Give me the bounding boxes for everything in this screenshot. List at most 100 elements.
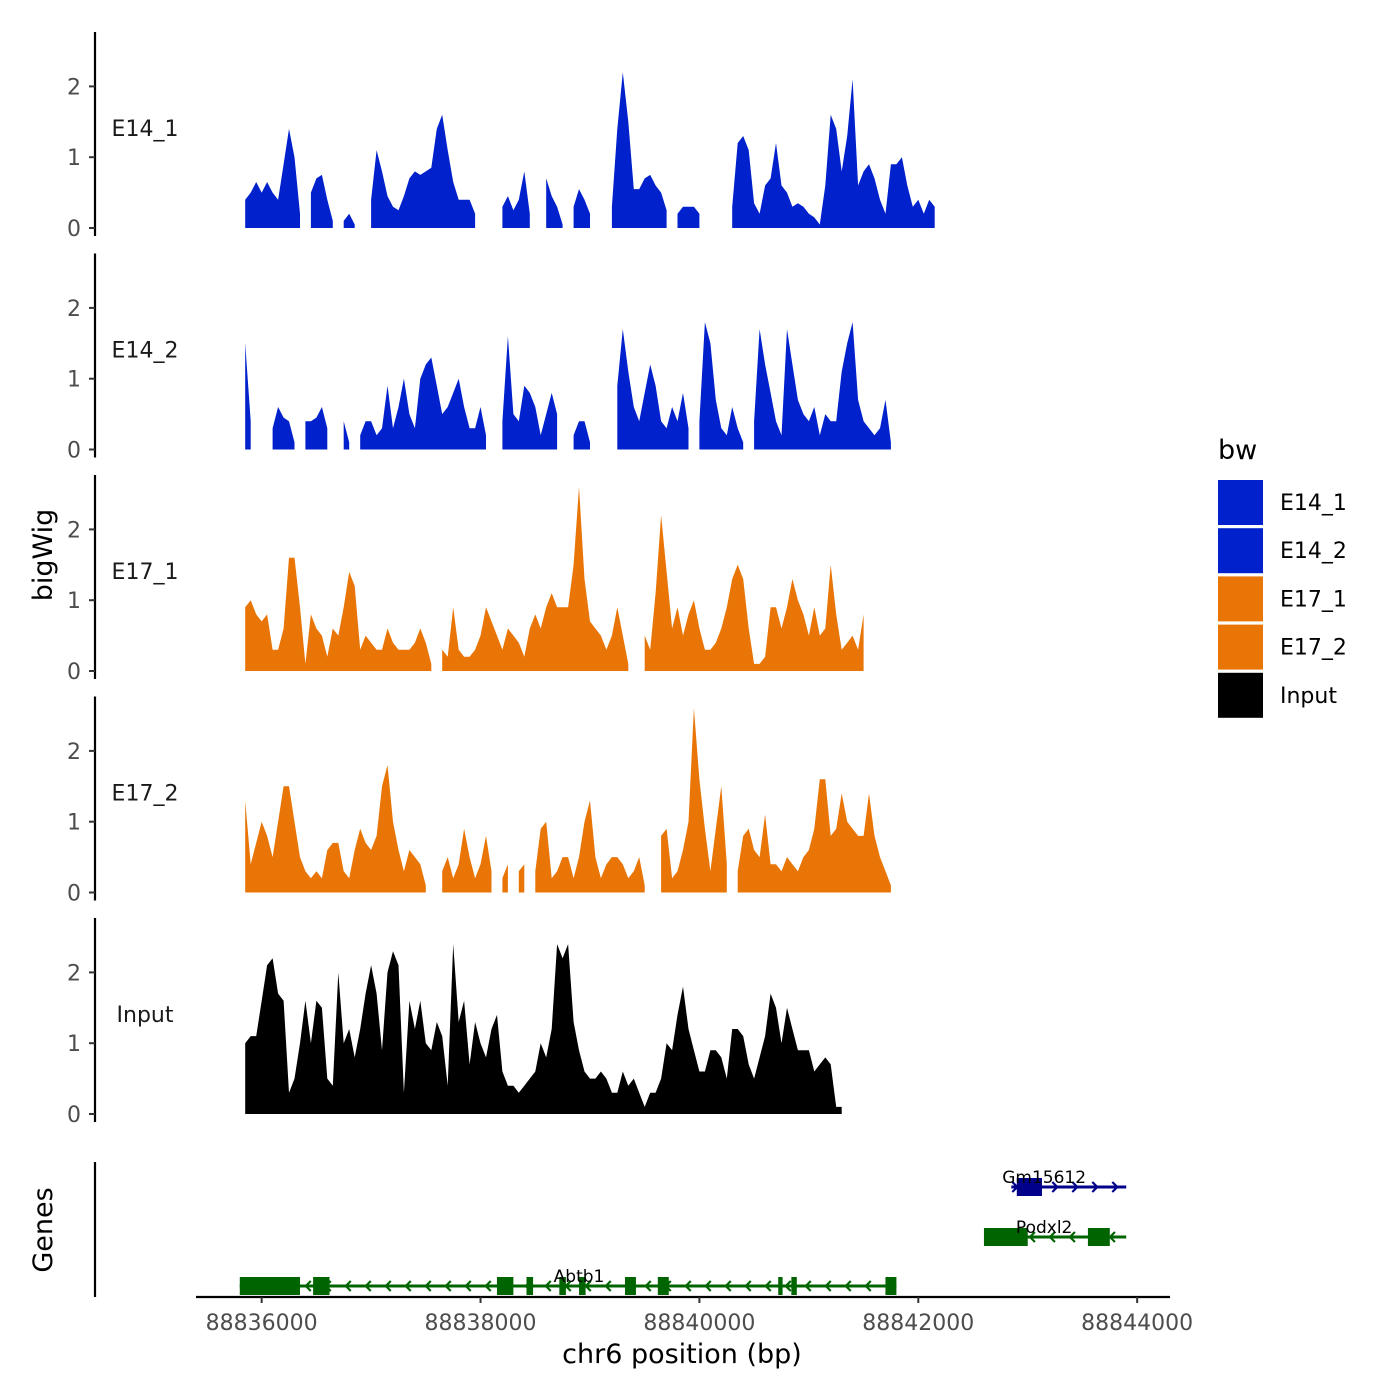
coverage-area — [699, 322, 744, 450]
coverage-area — [611, 72, 667, 228]
x-tick-label: 88838000 — [425, 1311, 537, 1336]
coverage-area — [732, 79, 935, 228]
track-label: Input — [117, 1003, 174, 1028]
coverage-area — [245, 128, 300, 228]
gene-label: Abtb1 — [554, 1267, 605, 1287]
strand-arrow — [844, 1280, 852, 1292]
legend: bw E14_1 E14_2 E17_1 E17_2 Input — [1218, 435, 1347, 718]
exon — [885, 1277, 897, 1295]
y-tick-label: 1 — [67, 146, 81, 171]
x-tick-label: 88836000 — [206, 1311, 318, 1336]
y-tick-label: 0 — [67, 439, 81, 464]
strand-arrow — [344, 1280, 352, 1292]
y-tick-label: 0 — [67, 882, 81, 907]
legend-label: E17_1 — [1280, 587, 1347, 612]
strand-arrow — [444, 1280, 452, 1292]
strand-arrow — [1091, 1181, 1099, 1193]
strand-arrow — [644, 1280, 652, 1292]
legend-swatch — [1218, 576, 1263, 622]
legend-title: bw — [1218, 435, 1257, 466]
strand-arrow — [1051, 1181, 1059, 1193]
coverage-area — [245, 944, 842, 1114]
coverage-area — [502, 864, 508, 893]
strand-arrow — [724, 1280, 732, 1292]
exon — [239, 1277, 300, 1295]
strand-arrow — [404, 1280, 412, 1292]
y-tick-label: 0 — [67, 217, 81, 242]
strand-arrow — [464, 1280, 472, 1292]
strand-arrow — [704, 1280, 712, 1292]
gene-label: Podxl2 — [1016, 1218, 1072, 1238]
legend-label: E17_2 — [1280, 636, 1347, 661]
coverage-area — [305, 407, 328, 450]
strand-arrow — [584, 1280, 592, 1292]
strand-arrow — [744, 1280, 752, 1292]
coverage-area — [535, 800, 645, 893]
coverage-area — [343, 421, 350, 450]
coverage-area — [573, 189, 590, 228]
coverage-area — [502, 336, 558, 450]
y-tick-label: 1 — [67, 368, 81, 393]
track-e17_2: 0 1 2 E17_2 — [67, 696, 891, 907]
coverage-area — [518, 864, 525, 893]
strand-arrow — [384, 1280, 392, 1292]
exon — [496, 1277, 514, 1295]
exon — [579, 1277, 586, 1295]
strand-arrow — [1048, 1231, 1056, 1243]
track-e14_1: 0 1 2 E14_1 — [67, 32, 935, 242]
exon — [657, 1277, 669, 1295]
exon — [778, 1277, 783, 1295]
coverage-area — [573, 421, 590, 450]
coverage-area — [617, 329, 689, 450]
x-tick-label: 88840000 — [643, 1311, 755, 1336]
exon — [983, 1228, 1028, 1246]
gene-abtb1: Abtb1 — [239, 1267, 897, 1295]
coverage-area — [442, 486, 629, 671]
track-input: 0 1 2 Input — [67, 918, 842, 1128]
coverage-area — [661, 708, 727, 893]
exon — [559, 1277, 566, 1295]
x-tick-label: 88844000 — [1081, 1311, 1193, 1336]
coverage-area — [546, 178, 563, 228]
strand-arrow — [784, 1280, 792, 1292]
gene-podxl2: Podxl2 — [983, 1218, 1127, 1246]
coverage-area — [371, 114, 476, 228]
coverage-tracks: 0 1 2 E14_1 0 1 2 E14_2 0 1 2 E17_1 0 1 2 E17_2 0 1 2 Input — [67, 32, 935, 1128]
y-axis-title: bigWig — [28, 509, 59, 602]
y-tick-label: 1 — [67, 1032, 81, 1057]
strand-arrow — [304, 1280, 312, 1292]
track-label: E14_2 — [112, 338, 179, 363]
legend-label: Input — [1280, 684, 1337, 709]
track-label: E17_1 — [112, 560, 179, 585]
y-tick-label: 2 — [67, 740, 81, 765]
strand-arrow — [764, 1280, 772, 1292]
track-e14_2: 0 1 2 E14_2 — [67, 253, 891, 464]
strand-arrow — [544, 1280, 552, 1292]
y-tick-label: 0 — [67, 1103, 81, 1128]
legend-swatch — [1218, 480, 1263, 525]
legend-swatch — [1218, 624, 1263, 670]
track-e17_1: 0 1 2 E17_1 — [67, 475, 864, 685]
strand-arrow — [604, 1280, 612, 1292]
y-tick-label: 2 — [67, 961, 81, 986]
x-tick-label: 88842000 — [862, 1311, 974, 1336]
y-tick-label: 2 — [67, 297, 81, 322]
coverage-area — [360, 357, 486, 450]
strand-arrow — [364, 1280, 372, 1292]
y-tick-label: 2 — [67, 518, 81, 543]
legend-swatch — [1218, 528, 1263, 574]
strand-arrow — [824, 1280, 832, 1292]
coverage-area — [245, 343, 251, 450]
exon — [1016, 1178, 1042, 1196]
coverage-area — [502, 171, 530, 228]
coverage-area — [737, 779, 891, 893]
track-label: E17_2 — [112, 781, 179, 806]
x-axis-title: chr6 position (bp) — [562, 1339, 802, 1370]
y-tick-label: 1 — [67, 589, 81, 614]
coverage-area — [245, 557, 432, 671]
exon — [791, 1277, 797, 1295]
legend-label: E14_1 — [1280, 491, 1347, 516]
coverage-area — [754, 322, 891, 450]
strand-arrow — [484, 1280, 492, 1292]
